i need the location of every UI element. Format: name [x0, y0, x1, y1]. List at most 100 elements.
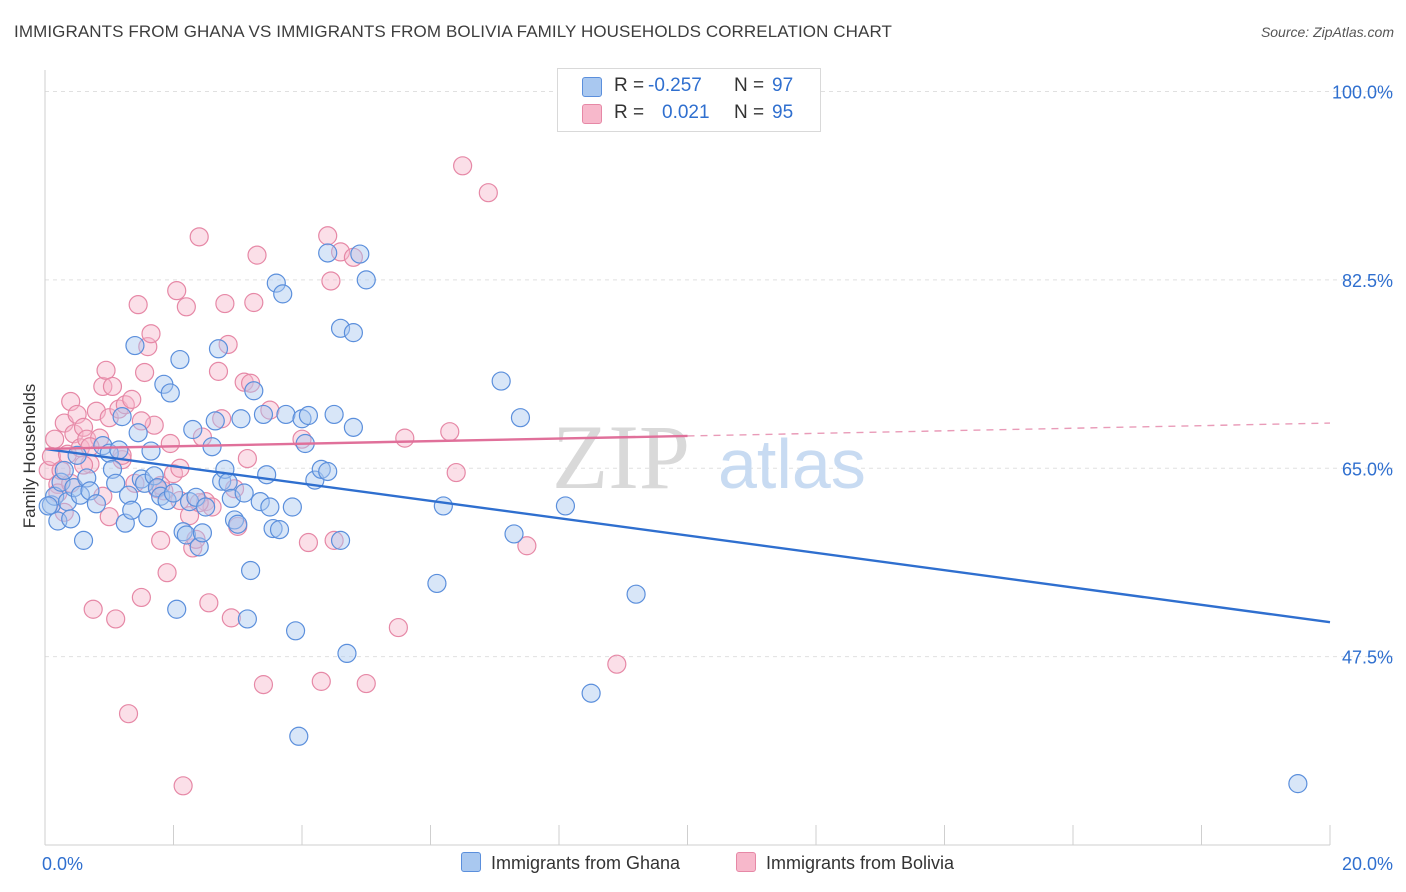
ghana-point [343, 417, 363, 437]
ghana-point [250, 492, 270, 512]
bolivia-point [102, 376, 123, 397]
x-tick-label-max: 20.0% [1342, 854, 1393, 874]
bolivia-trend-line [44, 434, 688, 451]
ghana-point [205, 411, 225, 431]
ghana-point [54, 460, 74, 481]
ghana-point [555, 496, 576, 516]
ghana-point [260, 497, 280, 517]
ghana-point [61, 509, 81, 529]
ghana-point [170, 349, 190, 370]
ghana-point [186, 487, 206, 507]
ghana-trend-line [44, 447, 1331, 624]
bolivia-r-value: 0.021 [662, 102, 710, 123]
bolivia-point [179, 506, 200, 526]
bolivia-point [160, 433, 180, 454]
ghana-point [192, 523, 213, 543]
bolivia-point [215, 293, 235, 314]
ghana-point [282, 497, 302, 517]
ghana-point [125, 335, 145, 356]
ghana-point [237, 609, 257, 629]
ghana-point [581, 683, 601, 703]
bolivia-point [199, 593, 219, 613]
ghana-point [241, 560, 261, 581]
ghana-point [38, 496, 58, 516]
ghana-point [173, 522, 193, 542]
bolivia-trend-line-extension [687, 422, 1331, 437]
watermark-zip: ZIP [552, 406, 690, 508]
bolivia-n-value: 95 [772, 102, 794, 123]
trend-lines [44, 422, 1331, 624]
bolivia-point [93, 486, 113, 506]
bolivia-point [163, 464, 184, 484]
bolivia-point [208, 361, 229, 381]
y-axis-label: Family Households [20, 383, 39, 529]
ghana-point [318, 461, 338, 482]
bolivia-point [131, 587, 151, 608]
ghana-point [318, 243, 338, 263]
ghana-point [231, 409, 251, 429]
bolivia-point [167, 281, 187, 301]
ghana-point [86, 494, 107, 514]
ghana-point [298, 405, 319, 426]
series-ghana-points [38, 243, 1308, 794]
bolivia-point [141, 324, 161, 344]
ghana-r-label: R = [614, 75, 645, 96]
ghana-point [253, 404, 274, 425]
bolivia-point [311, 671, 331, 691]
bolivia-point [106, 609, 126, 629]
bolivia-point [118, 704, 139, 724]
ghana-point [70, 485, 90, 505]
bolivia-point [115, 395, 135, 415]
ghana-point [106, 473, 126, 493]
ghana-point [356, 270, 376, 290]
legend-item-bolivia: Immigrants from Bolivia [736, 852, 954, 874]
ghana-point [221, 488, 241, 509]
legend-item-ghana: Immigrants from Ghana [461, 852, 680, 874]
ghana-point [73, 530, 94, 550]
bolivia-point [324, 530, 344, 550]
bolivia-point [247, 245, 267, 265]
ghana-point [183, 419, 203, 440]
bolivia-point [453, 156, 473, 176]
y-tick-label: 65.0% [1342, 459, 1393, 479]
x-tick-label-min: 0.0% [42, 854, 83, 874]
bolivia-point [298, 532, 319, 553]
ghana-point [176, 525, 196, 545]
legend-ghana-label: Immigrants from Ghana [491, 853, 681, 873]
bolivia-point [356, 673, 376, 694]
bolivia-point [64, 424, 84, 444]
ghana-point [51, 472, 71, 492]
bolivia-point [173, 776, 193, 796]
bolivia-point [122, 389, 142, 409]
ghana-point [273, 284, 293, 304]
bolivia-point [517, 536, 537, 556]
bolivia-point [144, 415, 164, 435]
ghana-point [118, 485, 139, 505]
ghana-point [134, 473, 155, 493]
ghana-n-value: 97 [772, 75, 794, 96]
ghana-point [324, 404, 344, 425]
correlation-legend: R = -0.257 N = 97 R = 0.021 N = 95 [557, 68, 821, 132]
ghana-point [285, 621, 306, 641]
ghana-point [138, 508, 158, 528]
bolivia-swatch [582, 104, 602, 124]
bolivia-point [96, 360, 116, 380]
bolivia-point [131, 411, 151, 431]
ghana-point [343, 323, 363, 343]
bolivia-point [128, 295, 148, 315]
ghana-n-label: N = [734, 75, 765, 96]
bolivia-point [607, 654, 627, 674]
ghana-point [208, 339, 229, 359]
ghana-point [109, 440, 129, 460]
ghana-point [510, 408, 531, 428]
ghana-point [128, 423, 148, 443]
ghana-point [276, 404, 296, 425]
bolivia-point [237, 448, 257, 469]
ghana-point [244, 381, 264, 401]
bolivia-point [318, 226, 338, 246]
ghana-swatch [582, 77, 602, 97]
tick-labels: 47.5% 65.0% 82.5% 100.0% 0.0% 20.0% [42, 83, 1393, 874]
ghana-point [196, 497, 216, 517]
bolivia-point [218, 334, 238, 355]
ghana-point [144, 466, 164, 486]
